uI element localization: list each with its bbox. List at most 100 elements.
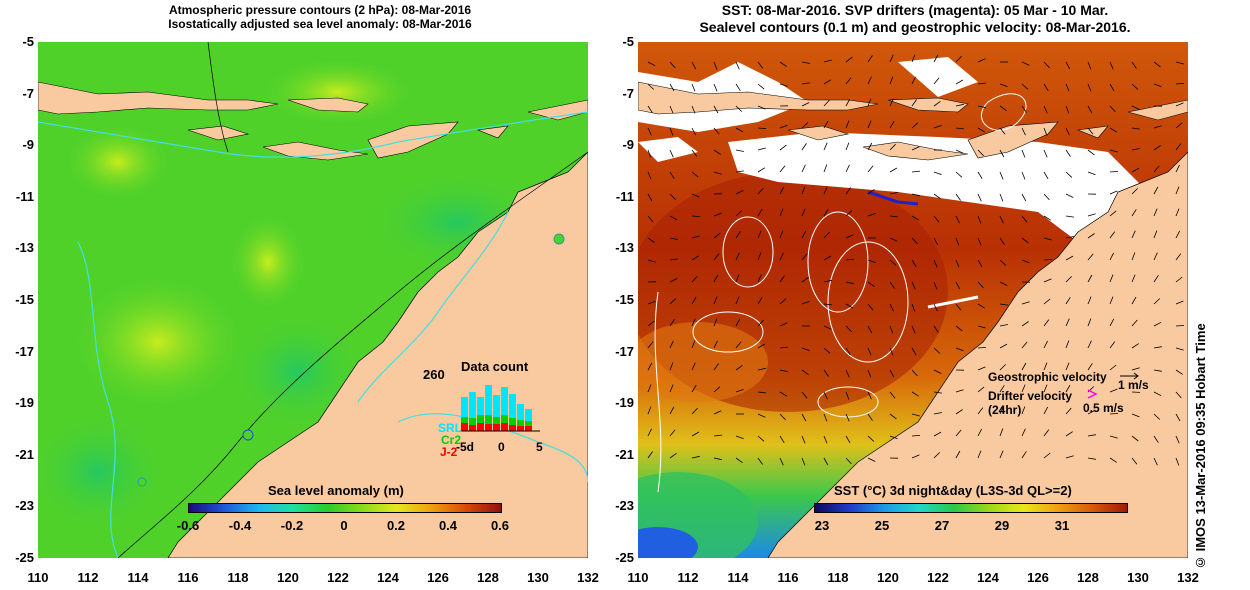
velocity-arrow bbox=[1043, 215, 1052, 221]
y-tick-label: -21 bbox=[615, 446, 634, 462]
velocity-arrow bbox=[845, 120, 850, 129]
x-tick-label: 126 bbox=[1027, 570, 1049, 585]
data-count-bars bbox=[460, 385, 540, 432]
sst-map[interactable]: Geostrophic velocity 1 m/s Drifter veloc… bbox=[638, 42, 1188, 558]
velocity-arrow bbox=[889, 98, 894, 107]
velocity-arrow bbox=[757, 367, 766, 371]
y-tick-label: -11 bbox=[615, 188, 634, 204]
velocity-arrow bbox=[889, 191, 898, 195]
velocity-arrow bbox=[757, 230, 762, 239]
tide-gauge-station[interactable] bbox=[137, 477, 147, 487]
velocity-arrow bbox=[999, 215, 1004, 224]
velocity-arrow bbox=[933, 325, 939, 333]
velocity-arrow bbox=[867, 457, 876, 462]
velocity-arrow bbox=[757, 167, 766, 173]
sea-level-anomaly-map[interactable]: Data count 260 SRL Cr2 J-2 -5d 0 5 Sea l… bbox=[38, 42, 588, 558]
velocity-arrow bbox=[933, 281, 938, 290]
velocity-arrow bbox=[955, 429, 962, 437]
velocity-arrow bbox=[999, 428, 1004, 437]
velocity-arrow bbox=[647, 193, 653, 202]
drifter-velocity-sublabel: (24hr) bbox=[988, 403, 1022, 417]
velocity-arrow bbox=[955, 193, 961, 201]
velocity-arrow bbox=[713, 232, 721, 239]
velocity-arrow bbox=[933, 452, 940, 459]
velocity-arrow bbox=[801, 82, 810, 85]
velocity-arrow bbox=[1087, 61, 1092, 70]
velocity-arrow bbox=[977, 407, 984, 415]
velocity-arrow bbox=[1043, 340, 1048, 349]
y-tick-label: -23 bbox=[15, 498, 34, 514]
velocity-arrow bbox=[735, 190, 744, 195]
velocity-arrow bbox=[757, 187, 764, 195]
velocity-arrow bbox=[691, 61, 697, 70]
velocity-arrow bbox=[691, 340, 696, 349]
velocity-arrow bbox=[955, 171, 963, 178]
velocity-arrow bbox=[1175, 325, 1185, 327]
velocity-arrow bbox=[801, 457, 806, 466]
y-tick-label: -5 bbox=[22, 34, 34, 49]
velocity-arrow bbox=[955, 127, 965, 130]
velocity-arrow bbox=[955, 237, 960, 246]
velocity-arrow bbox=[669, 406, 675, 415]
velocity-arrow bbox=[647, 171, 652, 180]
y-tick-label: -21 bbox=[15, 446, 34, 462]
velocity-arrow bbox=[867, 120, 872, 129]
velocity-arrow bbox=[691, 384, 697, 393]
velocity-arrow bbox=[713, 386, 721, 393]
drifter-track bbox=[927, 295, 979, 309]
velocity-arrow bbox=[647, 451, 653, 459]
velocity-arrow bbox=[669, 127, 674, 136]
velocity-arrow bbox=[735, 274, 740, 283]
velocity-arrow bbox=[1065, 431, 1073, 437]
velocity-arrow bbox=[1043, 406, 1049, 415]
velocity-arrow bbox=[1109, 127, 1118, 133]
velocity-arrow bbox=[735, 318, 741, 327]
velocity-arrow bbox=[1043, 105, 1048, 114]
velocity-arrow bbox=[999, 364, 1006, 371]
velocity-arrow bbox=[1087, 213, 1096, 217]
y-tick-label: -19 bbox=[615, 395, 634, 411]
drifter-scale-arrow-icon bbox=[1087, 389, 1098, 399]
velocity-arrow bbox=[845, 457, 852, 465]
velocity-arrow bbox=[977, 82, 987, 85]
count-bar-segment bbox=[493, 417, 500, 424]
count-bar-segment bbox=[461, 397, 468, 417]
velocity-arrow bbox=[889, 435, 898, 440]
count-bar-segment bbox=[525, 409, 532, 421]
velocity-arrow bbox=[977, 347, 987, 349]
velocity-arrow bbox=[867, 413, 873, 421]
velocity-arrow bbox=[933, 303, 938, 312]
velocity-arrow bbox=[823, 303, 833, 306]
velocity-arrow bbox=[1153, 391, 1162, 397]
imos-credit-stamp: © IMOS 13-Mar-2016 09:35 Hobart Time bbox=[1193, 323, 1208, 570]
velocity-arrow bbox=[823, 164, 828, 173]
y-tick-label: -25 bbox=[615, 550, 634, 565]
x-tick-label: 130 bbox=[527, 570, 549, 585]
right-map-title-line2: Sealevel contours (0.1 m) and geostrophi… bbox=[699, 19, 1131, 35]
x-tick-label: 120 bbox=[877, 570, 899, 585]
velocity-arrow bbox=[823, 279, 832, 283]
velocity-arrow bbox=[713, 340, 718, 349]
velocity-arrow bbox=[867, 391, 872, 400]
australia-land bbox=[767, 151, 1188, 558]
tide-gauge-station[interactable] bbox=[242, 429, 254, 441]
x-tick-label: 112 bbox=[677, 570, 699, 585]
velocity-arrow bbox=[1109, 83, 1115, 92]
sst-coldest-patch bbox=[638, 527, 698, 558]
x-tick-label: 126 bbox=[427, 570, 449, 585]
velocity-arrow bbox=[999, 127, 1006, 135]
velocity-arrow bbox=[1109, 149, 1118, 153]
velocity-arrow bbox=[911, 454, 920, 459]
x-tick-label: 112 bbox=[77, 570, 99, 585]
data-count-title: Data count bbox=[461, 359, 529, 374]
count-bar-segment bbox=[509, 394, 516, 418]
velocity-arrow bbox=[669, 193, 676, 200]
velocity-arrow bbox=[1065, 215, 1074, 218]
tide-gauge-station[interactable] bbox=[553, 233, 565, 245]
sea-level-anomaly-map-canvas bbox=[38, 42, 588, 558]
velocity-arrow bbox=[1131, 148, 1140, 151]
velocity-arrow bbox=[1043, 237, 1052, 241]
velocity-arrow bbox=[999, 303, 1008, 306]
velocity-arrow bbox=[823, 186, 828, 195]
velocity-arrow bbox=[1021, 259, 1030, 264]
